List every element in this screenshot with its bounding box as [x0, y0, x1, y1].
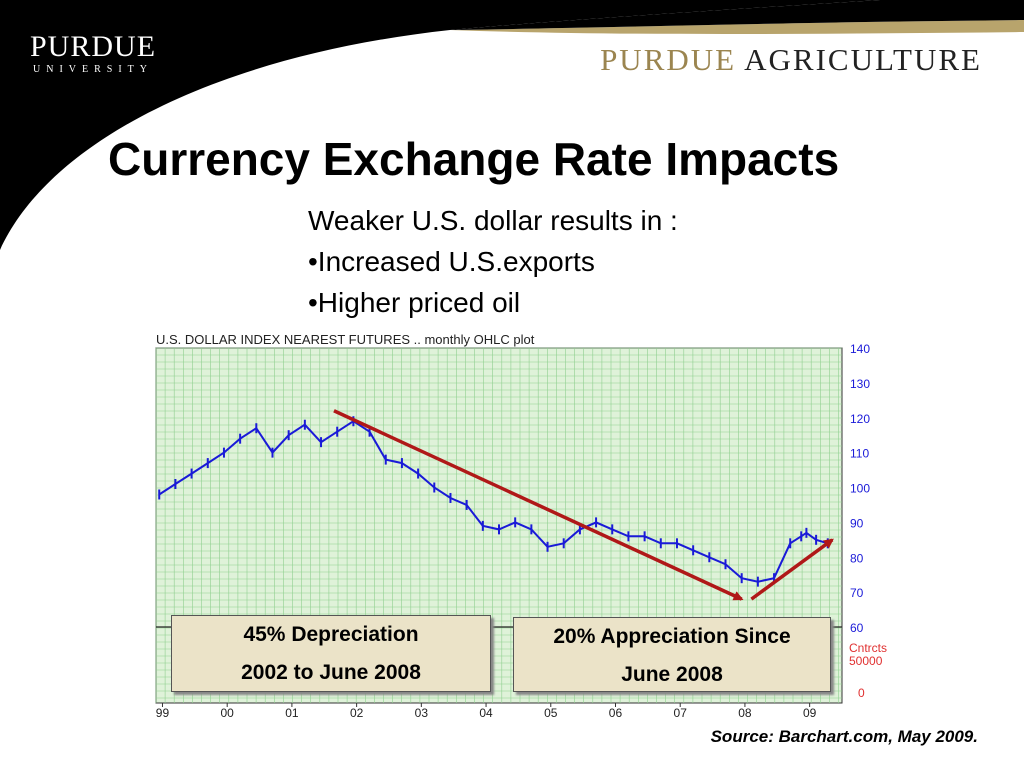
- callout-appreciation-line1: 20% Appreciation Since: [553, 625, 791, 648]
- y-tick-label: 140: [850, 342, 870, 356]
- x-tick-label: 03: [415, 706, 429, 720]
- callout-depreciation-line1: 45% Depreciation: [243, 623, 419, 646]
- appreciation-callout: 20% Appreciation Since June 2008: [513, 617, 831, 692]
- x-tick-label: 00: [221, 706, 235, 720]
- x-tick-label: 06: [609, 706, 623, 720]
- x-tick-label: 02: [350, 706, 364, 720]
- depreciation-callout: 45% Depreciation 2002 to June 2008: [171, 615, 491, 692]
- volume-label: 50000: [849, 654, 883, 668]
- trend-arrow: [333, 409, 744, 601]
- y-axis: 140 130 120 110 100 90 80 70 60: [850, 342, 870, 635]
- logo-sub: UNIVERSITY: [33, 64, 153, 75]
- y-tick-label: 60: [850, 621, 864, 635]
- y-tick-label: 120: [850, 412, 870, 426]
- purdue-agriculture-logo: PURDUE AGRICULTURE: [600, 42, 982, 78]
- price-series-line: [158, 420, 829, 583]
- y-tick-label: 100: [850, 482, 870, 496]
- volume-label: Cntrcts: [849, 641, 887, 655]
- callout-depreciation-line2: 2002 to June 2008: [241, 661, 421, 684]
- slide-title: Currency Exchange Rate Impacts: [108, 133, 840, 185]
- bullet-intro: Weaker U.S. dollar results in :: [308, 205, 678, 236]
- volume-zero-label: 0: [858, 686, 865, 700]
- logo-right-agriculture: AGRICULTURE: [744, 42, 982, 77]
- y-tick-label: 110: [850, 447, 869, 461]
- y-tick-label: 70: [850, 586, 864, 600]
- y-tick-label: 80: [850, 551, 864, 565]
- trend-arrow: [750, 538, 834, 601]
- callout-appreciation-line2: June 2008: [621, 663, 723, 686]
- bullet-oil: •Higher priced oil: [308, 287, 521, 318]
- x-tick-label: 01: [285, 706, 299, 720]
- x-tick-label: 09: [803, 706, 817, 720]
- bullet-list: Weaker U.S. dollar results in : •Increas…: [308, 200, 678, 323]
- x-axis: 99 00 01 02 03 04 05 06 07 08 09: [156, 703, 817, 720]
- y-tick-label: 130: [850, 377, 870, 391]
- x-tick-label: 99: [156, 706, 170, 720]
- bullet-exports: •Increased U.S.exports: [308, 246, 595, 277]
- y-tick-label: 90: [850, 516, 864, 530]
- x-tick-label: 04: [479, 706, 493, 720]
- logo-main: PURDUE: [30, 30, 157, 63]
- x-tick-label: 08: [738, 706, 752, 720]
- logo-right-purdue: PURDUE: [600, 42, 737, 77]
- x-tick-label: 05: [544, 706, 558, 720]
- x-tick-label: 07: [674, 706, 688, 720]
- purdue-university-logo: PURDUE UNIVERSITY: [30, 30, 157, 76]
- trend-arrows: [333, 409, 834, 601]
- source-note: Source: Barchart.com, May 2009.: [710, 727, 978, 746]
- chart-title: U.S. DOLLAR INDEX NEAREST FUTURES .. mon…: [156, 332, 535, 347]
